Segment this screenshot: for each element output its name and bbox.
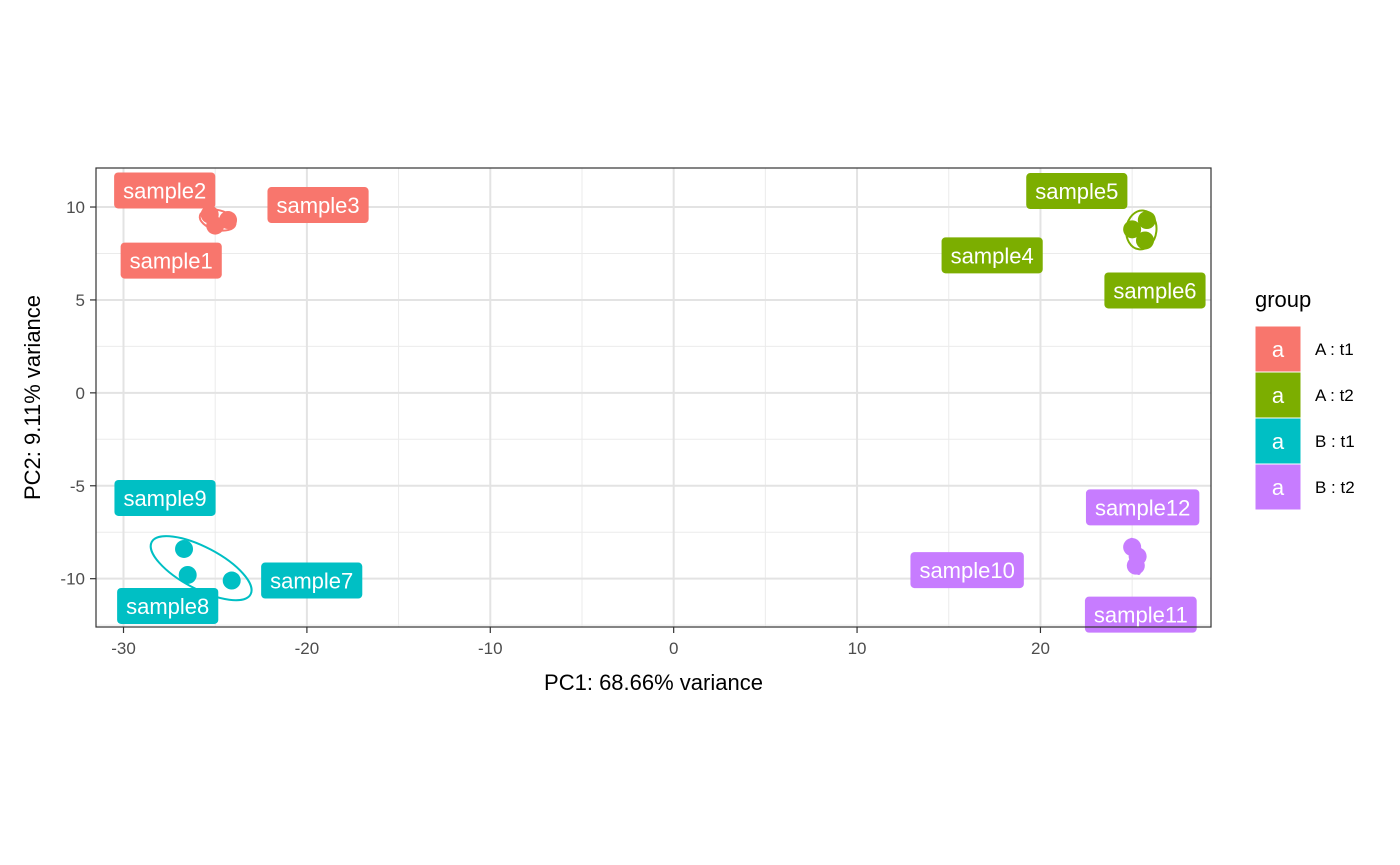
point-label-sample2: sample2 (114, 172, 216, 209)
point-label-sample6: sample6 (1104, 272, 1206, 309)
legend-key (1254, 463, 1302, 511)
panel-border (95, 167, 1212, 628)
legend-entry: a B : t1 (1254, 417, 1355, 465)
label-text: sample11 (1094, 603, 1188, 628)
point-label-sample3: sample3 (267, 187, 369, 224)
point-label-sample8: sample8 (117, 587, 219, 624)
y-tick-label: 10 (66, 198, 85, 217)
label-box (910, 552, 1024, 589)
point-label-sample12: sample12 (1085, 489, 1200, 526)
label-text: sample12 (1095, 495, 1190, 520)
points (175, 205, 1156, 590)
label-box (120, 242, 222, 279)
label-box (114, 479, 216, 516)
label-box (1085, 489, 1200, 526)
label-text: sample10 (919, 558, 1014, 583)
legend-label: A : t1 (1315, 340, 1354, 359)
legend-entry: a B : t2 (1254, 463, 1355, 511)
legend-key (1254, 417, 1302, 465)
y-axis-title: PC2: 9.11% variance (20, 295, 45, 500)
label-text: sample8 (126, 594, 209, 619)
x-tick-label: -30 (111, 639, 136, 658)
label-text: sample3 (276, 193, 359, 218)
y-tick-label: -5 (70, 477, 85, 496)
y-tick-label: 5 (76, 291, 85, 310)
point-label-sample7: sample7 (261, 562, 363, 599)
legend-key-glyph: a (1272, 475, 1285, 500)
x-tick-label: 0 (669, 639, 678, 658)
x-tick-label: 20 (1031, 639, 1050, 658)
y-tick-label: 0 (76, 384, 85, 403)
label-text: sample4 (951, 243, 1034, 268)
data-point (1135, 231, 1154, 250)
y-axis: -10 -5 0 5 10 (60, 198, 96, 589)
data-point (219, 211, 238, 230)
data-point (1128, 547, 1147, 566)
data-point (200, 205, 219, 224)
legend-entry: a A : t2 (1254, 371, 1354, 419)
x-tick-label: -10 (478, 639, 503, 658)
legend-label: B : t2 (1315, 478, 1355, 497)
x-axis-title: PC1: 68.66% variance (544, 670, 763, 695)
label-box (1104, 272, 1206, 309)
data-point (1123, 220, 1142, 239)
point-labels: sample1 sample2 sample3 sample4 sample5 sampl… (114, 172, 1206, 633)
data-point (178, 565, 197, 584)
label-box (267, 187, 369, 224)
point-label-sample4: sample4 (941, 237, 1043, 274)
data-point (175, 539, 194, 558)
point-label-sample1: sample1 (120, 242, 222, 279)
point-label-sample9: sample9 (114, 479, 216, 516)
legend-key-glyph: a (1272, 383, 1285, 408)
legend-key-glyph: a (1272, 429, 1285, 454)
label-text: sample9 (123, 486, 206, 511)
legend-key (1254, 371, 1302, 419)
label-text: sample2 (123, 178, 206, 203)
legend: group a A : t1 a A : t2 a B : t1 a B : t2 (1254, 287, 1355, 511)
x-tick-label: -20 (295, 639, 320, 658)
y-tick-label: -10 (60, 570, 85, 589)
label-box (114, 172, 216, 209)
legend-label: A : t2 (1315, 386, 1354, 405)
label-box (261, 562, 363, 599)
group-ellipse (149, 535, 253, 602)
label-box (117, 587, 219, 624)
x-tick-label: 10 (848, 639, 867, 658)
panel-background (96, 168, 1211, 627)
legend-label: B : t1 (1315, 432, 1355, 451)
data-point (222, 571, 241, 590)
label-text: sample5 (1035, 179, 1118, 204)
label-box (1084, 596, 1197, 633)
label-text: sample6 (1113, 278, 1196, 303)
point-label-sample11: sample11 (1084, 596, 1197, 633)
data-point (1137, 211, 1156, 230)
point-label-sample5: sample5 (1026, 173, 1128, 210)
grid (96, 168, 1211, 627)
legend-key-glyph: a (1272, 337, 1285, 362)
legend-title: group (1255, 287, 1311, 312)
legend-entry: a A : t1 (1254, 325, 1354, 373)
label-text: sample1 (130, 249, 213, 274)
point-label-sample10: sample10 (910, 552, 1024, 589)
x-axis: -30 -20 -10 0 10 20 (111, 627, 1050, 658)
label-box (941, 237, 1043, 274)
legend-key (1254, 325, 1302, 373)
label-box (1026, 173, 1128, 210)
label-text: sample7 (270, 569, 353, 594)
